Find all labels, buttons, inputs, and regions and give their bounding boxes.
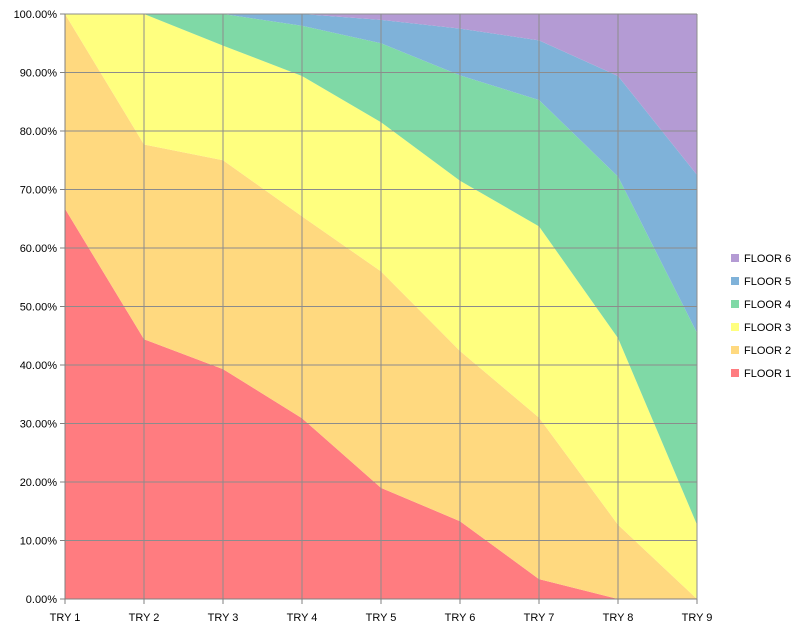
y-tick-label: 30.00% bbox=[20, 419, 58, 431]
legend-swatch bbox=[731, 277, 739, 285]
legend-swatch bbox=[731, 254, 739, 262]
x-tick-label: TRY 5 bbox=[366, 612, 397, 624]
x-tick-label: TRY 4 bbox=[287, 612, 318, 624]
legend-swatch bbox=[731, 300, 739, 308]
axes bbox=[60, 13, 698, 604]
legend: FLOOR 6 FLOOR 5 FLOOR 4 FLOOR 3 FLOOR 2 FLOOR… bbox=[731, 253, 791, 380]
x-tick-label: TRY 8 bbox=[603, 612, 634, 624]
area-floor-6 bbox=[65, 14, 697, 175]
x-tick-label: TRY 2 bbox=[129, 612, 160, 624]
legend-item-floor-1: FLOOR 1 bbox=[731, 368, 791, 380]
x-tick-label: TRY 9 bbox=[682, 612, 713, 624]
legend-swatch bbox=[731, 346, 739, 354]
legend-label: FLOOR 2 bbox=[744, 345, 791, 357]
y-tick-label: 40.00% bbox=[20, 360, 58, 372]
x-tick-label: TRY 6 bbox=[445, 612, 476, 624]
y-tick-labels: 0.00% 10.00% 20.00% 30.00% 40.00% 50.00% 60.00… bbox=[14, 9, 58, 606]
legend-item-floor-4: FLOOR 4 bbox=[731, 299, 791, 311]
x-tick-labels: TRY 1 TRY 2 TRY 3 TRY 4 TRY 5 TRY 6 TRY 7 TRY 8… bbox=[50, 612, 713, 624]
y-tick-label: 20.00% bbox=[20, 477, 58, 489]
legend-label: FLOOR 5 bbox=[744, 276, 791, 288]
y-tick-label: 10.00% bbox=[20, 536, 58, 548]
legend-item-floor-6: FLOOR 6 bbox=[731, 253, 791, 265]
y-tick-label: 0.00% bbox=[26, 594, 57, 606]
legend-label: FLOOR 4 bbox=[744, 299, 791, 311]
legend-label: FLOOR 3 bbox=[744, 322, 791, 334]
y-tick-label: 80.00% bbox=[20, 126, 58, 138]
y-tick-label: 90.00% bbox=[20, 68, 58, 80]
legend-swatch bbox=[731, 369, 739, 377]
y-tick-label: 50.00% bbox=[20, 302, 58, 314]
legend-label: FLOOR 6 bbox=[744, 253, 791, 265]
legend-item-floor-2: FLOOR 2 bbox=[731, 345, 791, 357]
x-tick-label: TRY 3 bbox=[208, 612, 239, 624]
legend-item-floor-3: FLOOR 3 bbox=[731, 322, 791, 334]
y-tick-label: 100.00% bbox=[14, 9, 58, 21]
x-tick-label: TRY 1 bbox=[50, 612, 81, 624]
legend-item-floor-5: FLOOR 5 bbox=[731, 276, 791, 288]
legend-swatch bbox=[731, 323, 739, 331]
x-tick-label: TRY 7 bbox=[524, 612, 555, 624]
y-tick-label: 70.00% bbox=[20, 185, 58, 197]
legend-label: FLOOR 1 bbox=[744, 368, 791, 380]
y-tick-label: 60.00% bbox=[20, 243, 58, 255]
